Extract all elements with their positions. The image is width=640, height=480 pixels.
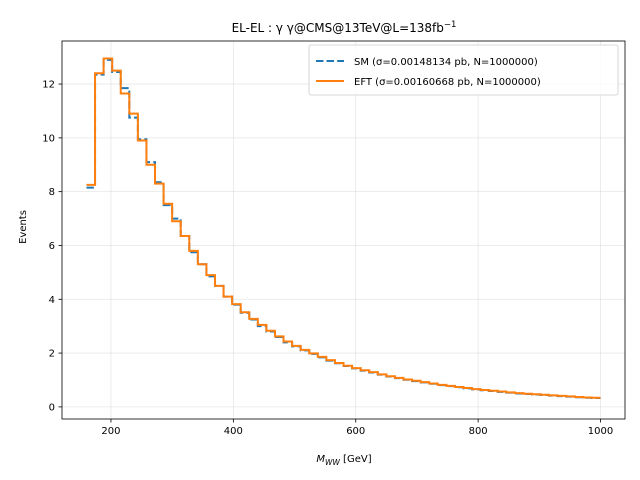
x-tick-label: 600 [346,426,365,437]
x-tick-label: 200 [101,426,120,437]
x-tick-label: 1000 [588,426,613,437]
plot-frame [61,40,626,420]
x-tick-label: 400 [224,426,243,437]
y-axis: 0 2 4 6 8 10 12 [42,80,62,413]
legend-entry-sm: SM (σ=0.00148134 pb, N=1000000) [354,57,538,68]
y-tick-label: 4 [49,295,55,306]
y-tick-label: 12 [42,80,55,91]
series-layer [86,57,601,400]
y-tick-label: 8 [49,187,55,198]
y-tick-label: 6 [49,241,55,252]
y-tick-label: 10 [42,133,55,144]
y-axis-label: Events [18,210,29,244]
x-tick-label: 800 [469,426,488,437]
chart-title: EL-EL : γ γ@CMS@13TeV@L=138fb−1 [232,20,457,35]
legend: SM (σ=0.00148134 pb, N=1000000) EFT (σ=0… [308,44,619,96]
y-tick-label: 0 [49,402,55,413]
legend-entry-eft: EFT (σ=0.00160668 pb, N=1000000) [354,77,541,88]
grid-lines [62,41,625,419]
legend-frame [308,44,619,96]
x-axis-label: MWW [GeV] [316,454,371,467]
y-tick-label: 2 [49,349,55,360]
series-line-eft [86,57,601,399]
series-line-sm [86,58,601,400]
x-axis: 200 400 600 800 1000 [101,419,613,437]
